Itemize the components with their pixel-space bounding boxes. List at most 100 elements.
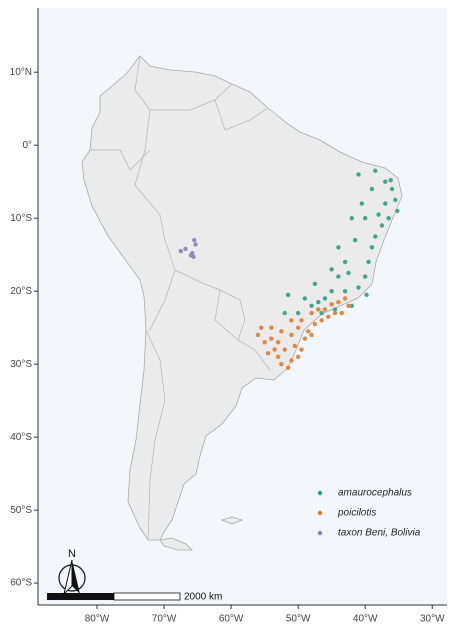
legend-label: amaurocephalus <box>338 488 412 499</box>
occurrence-point <box>295 325 301 330</box>
occurrence-point <box>388 178 393 183</box>
occurrence-point <box>329 267 334 272</box>
y-tick-label: 50°S <box>10 505 32 516</box>
occurrence-point <box>316 299 321 305</box>
x-tick-label: 70°W <box>152 614 177 625</box>
occurrence-point <box>299 318 304 323</box>
occurrence-point <box>262 340 267 345</box>
occurrence-point <box>395 208 400 214</box>
legend-label: poicilotis <box>337 508 376 519</box>
occurrence-point <box>269 336 274 341</box>
x-tick-label: 30°W <box>420 614 445 625</box>
occurrence-point <box>178 248 184 254</box>
occurrence-point <box>302 336 308 341</box>
north-arrow: N <box>58 548 86 596</box>
occurrence-point <box>289 332 294 338</box>
x-tick-label: 60°W <box>219 614 244 625</box>
occurrence-point <box>192 237 197 243</box>
occurrence-point <box>366 259 371 265</box>
occurrence-point <box>193 242 198 247</box>
x-tick-label: 80°W <box>85 614 110 625</box>
occurrence-point <box>373 234 378 239</box>
occurrence-point <box>329 302 334 307</box>
occurrence-point <box>369 186 375 192</box>
occurrence-point <box>272 347 277 352</box>
occurrence-point <box>188 253 194 258</box>
occurrence-point <box>349 303 354 308</box>
occurrence-point <box>299 347 304 352</box>
occurrence-point <box>312 321 318 327</box>
occurrence-point <box>309 310 314 316</box>
occurrence-point <box>332 310 338 316</box>
occurrence-point <box>285 365 291 371</box>
occurrence-point <box>265 351 271 356</box>
y-tick-label: 10°N <box>10 67 32 78</box>
occurrence-point <box>275 354 281 360</box>
occurrence-point <box>342 259 348 265</box>
occurrence-point <box>364 292 369 298</box>
scale-bar: 2000 km <box>47 592 222 603</box>
north-label: N <box>68 548 76 560</box>
occurrence-point <box>259 325 264 330</box>
occurrence-point <box>289 318 294 323</box>
y-tick-label: 30°S <box>10 359 32 370</box>
occurrence-point <box>346 270 351 276</box>
occurrence-point <box>329 288 334 294</box>
occurrence-point <box>389 186 395 192</box>
y-tick-label: 10°S <box>10 213 32 224</box>
occurrence-point <box>302 296 308 301</box>
occurrence-point <box>326 314 331 319</box>
occurrence-point <box>383 179 388 184</box>
scale-label: 2000 km <box>184 592 222 603</box>
occurrence-point <box>376 212 381 217</box>
occurrence-point <box>279 329 284 334</box>
occurrence-point <box>322 307 328 312</box>
occurrence-point <box>363 215 368 221</box>
occurrence-point <box>336 274 341 279</box>
occurrence-point <box>279 361 284 367</box>
occurrence-point <box>363 274 368 279</box>
legend-marker <box>317 530 323 536</box>
occurrence-point <box>356 172 361 177</box>
occurrence-point <box>282 347 287 352</box>
occurrence-point <box>349 215 354 221</box>
y-tick-label: 20°S <box>10 286 32 297</box>
occurrence-point <box>386 215 391 221</box>
x-tick-label: 50°W <box>286 614 311 625</box>
occurrence-point <box>359 201 365 206</box>
occurrence-point <box>269 325 274 330</box>
legend-marker <box>317 490 323 496</box>
occurrence-point <box>383 201 388 206</box>
occurrence-point <box>289 358 294 363</box>
y-tick-label: 60°S <box>10 578 32 589</box>
occurrence-point <box>346 303 351 308</box>
occurrence-point <box>332 307 338 312</box>
occurrence-point <box>316 307 321 312</box>
occurrence-point <box>312 281 318 287</box>
occurrence-point <box>342 288 348 294</box>
falklands <box>220 516 244 525</box>
occurrence-point <box>352 237 358 243</box>
occurrence-point <box>285 292 291 298</box>
occurrence-point <box>309 332 314 338</box>
occurrence-point <box>336 299 341 305</box>
occurrence-point <box>306 329 311 334</box>
occurrence-point <box>295 354 301 360</box>
occurrence-point <box>255 332 261 338</box>
occurrence-point <box>336 245 341 250</box>
legend-marker <box>317 510 323 516</box>
occurrence-point <box>275 340 281 345</box>
y-tick-label: 40°S <box>10 432 32 443</box>
country-borders <box>90 55 271 541</box>
legend-label: taxon Beni, Bolivia <box>338 528 421 539</box>
occurrence-point <box>292 343 297 349</box>
y-tick-label: 0° <box>22 140 32 151</box>
occurrence-point <box>282 310 287 316</box>
occurrence-point <box>309 303 314 308</box>
occurrence-point <box>373 168 378 173</box>
occurrence-point <box>356 285 361 290</box>
occurrence-point <box>295 310 301 316</box>
occurrence-point <box>369 245 375 250</box>
occurrence-point <box>319 310 324 316</box>
